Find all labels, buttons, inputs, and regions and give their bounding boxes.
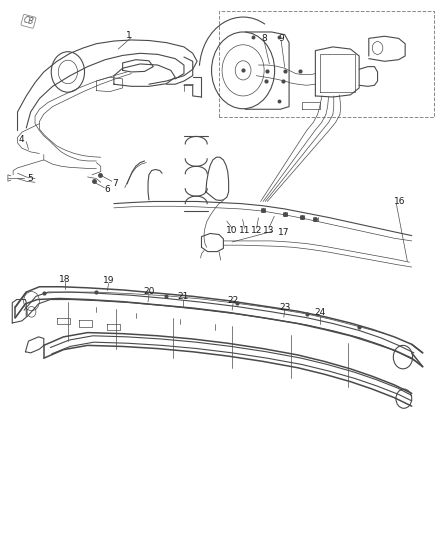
Text: 1: 1: [126, 31, 132, 40]
Text: 24: 24: [314, 308, 325, 317]
Text: 8: 8: [261, 34, 267, 43]
Text: 19: 19: [103, 276, 114, 285]
Text: 4: 4: [18, 135, 24, 144]
Text: 18: 18: [59, 275, 71, 284]
Text: CB: CB: [22, 15, 35, 27]
Text: 5: 5: [27, 174, 33, 182]
Text: 9: 9: [278, 34, 284, 43]
Text: 10: 10: [226, 226, 238, 235]
Text: 21: 21: [177, 293, 189, 301]
Text: 17: 17: [278, 229, 290, 237]
Text: 22: 22: [227, 296, 239, 305]
Text: 7: 7: [112, 179, 118, 188]
Text: 12: 12: [251, 226, 262, 235]
Text: 13: 13: [263, 226, 275, 235]
Text: 23: 23: [279, 303, 290, 311]
Text: 11: 11: [239, 226, 250, 235]
Text: 20: 20: [143, 287, 155, 296]
Text: 16: 16: [394, 197, 405, 206]
Text: 6: 6: [104, 185, 110, 194]
